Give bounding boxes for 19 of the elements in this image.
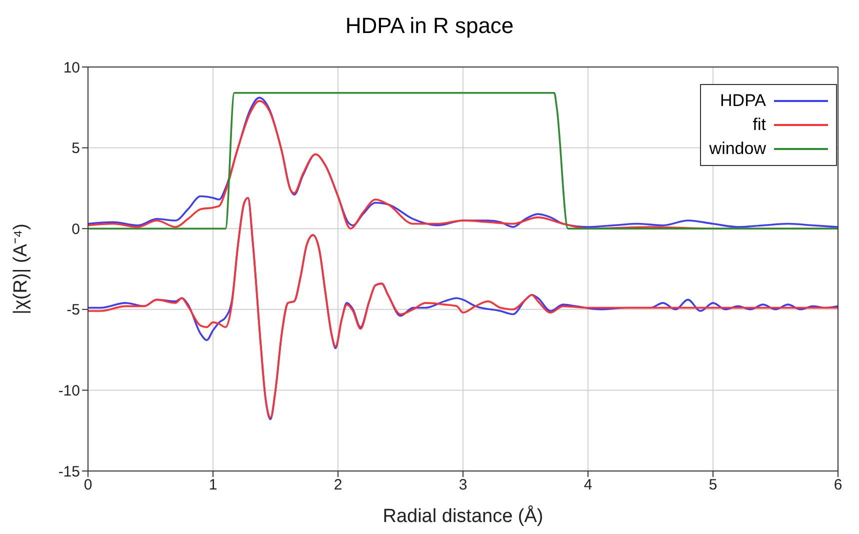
y-axis-title: |χ(R)| (A⁻⁴) <box>10 224 32 314</box>
x-tick-label: 0 <box>84 476 92 494</box>
legend-label: HDPA <box>720 90 766 112</box>
y-tick-label: 10 <box>63 59 80 76</box>
y-tick-label: 5 <box>72 140 80 158</box>
y-tick-label: -15 <box>58 463 80 480</box>
y-tick-label: 0 <box>72 220 80 238</box>
y-tick-label: -5 <box>66 302 80 319</box>
x-tick-label: 4 <box>584 476 592 494</box>
legend-label: window <box>709 138 766 160</box>
x-tick-label: 1 <box>208 476 218 494</box>
y-tick-label: -10 <box>58 382 80 400</box>
legend-label: fit <box>752 114 766 136</box>
x-tick-label: 3 <box>458 476 468 494</box>
x-axis-title: Radial distance (Å) <box>382 505 544 527</box>
x-tick-label: 5 <box>708 476 718 494</box>
x-tick-label: 2 <box>334 476 342 494</box>
x-tick-label: 6 <box>834 476 842 494</box>
chart-title: HDPA in R space <box>344 12 515 40</box>
